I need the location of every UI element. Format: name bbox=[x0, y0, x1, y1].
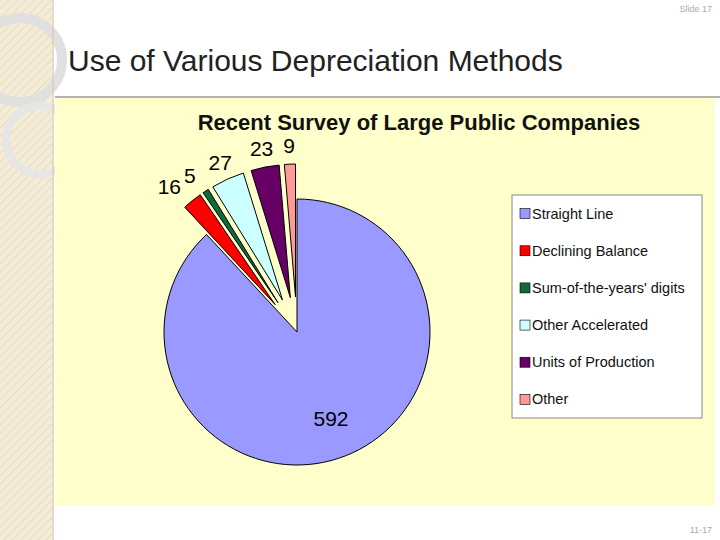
legend-label: Other Accelerated bbox=[532, 317, 648, 333]
legend-swatch bbox=[520, 283, 530, 293]
title-rule bbox=[55, 96, 720, 98]
data-labels: 592 165 27 23 9 bbox=[158, 134, 349, 430]
slices bbox=[164, 164, 430, 465]
slide: Slide 17 Use of Various Depreciation Meth… bbox=[0, 0, 720, 540]
background bbox=[0, 0, 720, 540]
data-label: 592 bbox=[313, 407, 348, 430]
legend-label: Declining Balance bbox=[532, 243, 648, 259]
legend-swatch bbox=[520, 394, 530, 404]
data-label: 16 bbox=[158, 175, 181, 198]
legend-label: Sum-of-the-years' digits bbox=[532, 280, 685, 296]
pie-slice bbox=[284, 164, 295, 297]
slide-label: Slide 17 bbox=[679, 4, 712, 14]
legend-label: Units of Production bbox=[532, 354, 655, 370]
chart-title: Recent Survey of Large Public Companies bbox=[198, 110, 641, 135]
side-band bbox=[0, 0, 52, 540]
legend-swatch bbox=[520, 246, 530, 256]
data-label: 5 bbox=[184, 164, 196, 187]
pie-slice bbox=[251, 165, 290, 298]
slide-title: Use of Various Depreciation Methods bbox=[68, 44, 563, 77]
data-label: 9 bbox=[283, 134, 295, 157]
data-label: 27 bbox=[209, 151, 232, 174]
side-rule bbox=[52, 0, 54, 540]
legend-label: Straight Line bbox=[532, 206, 613, 222]
legend-swatch bbox=[520, 357, 530, 367]
legend-box bbox=[512, 195, 702, 418]
data-label: 23 bbox=[250, 137, 273, 160]
chart-area bbox=[55, 98, 715, 505]
pie-slice bbox=[164, 199, 430, 465]
legend-label: Other bbox=[532, 391, 568, 407]
legend-swatch bbox=[520, 320, 530, 330]
legend: Straight Line Declining Balance Sum-of-the… bbox=[512, 195, 702, 418]
page-number: 11-17 bbox=[690, 525, 712, 535]
slide-root: Slide 17 Use of Various Depreciation Meth… bbox=[0, 0, 720, 540]
legend-swatch bbox=[520, 209, 530, 219]
